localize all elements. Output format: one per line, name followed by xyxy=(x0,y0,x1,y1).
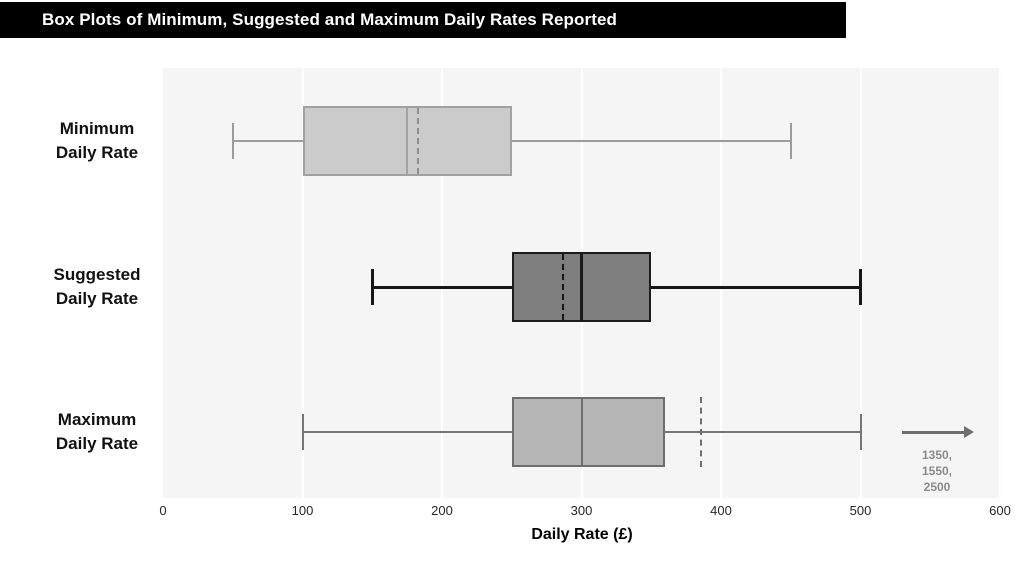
x-tick-label: 400 xyxy=(710,503,732,518)
gridline xyxy=(301,68,304,498)
x-axis-title: Daily Rate (£) xyxy=(531,526,633,543)
whisker-line-left xyxy=(372,285,512,289)
outlier-arrow xyxy=(902,430,964,434)
whisker-line-left xyxy=(302,431,512,433)
x-tick-label: 600 xyxy=(989,503,1011,518)
gridline xyxy=(441,68,443,498)
whisker-line-right xyxy=(511,140,791,142)
whisker-line-right xyxy=(665,431,861,433)
whisker-cap xyxy=(859,269,862,305)
whisker-cap xyxy=(789,123,792,159)
x-tick-label: 500 xyxy=(849,503,872,518)
whisker-cap xyxy=(370,269,374,305)
x-tick-label: 200 xyxy=(431,503,453,518)
category-label: Maximum Daily Rate xyxy=(55,410,139,453)
whisker-line-left xyxy=(232,140,303,142)
category-label: Suggested Daily Rate xyxy=(53,265,141,308)
mean-line xyxy=(417,108,420,174)
gridline xyxy=(720,68,722,498)
plot-area: 1350, 1550, 2500 xyxy=(163,68,1001,498)
median-line xyxy=(580,254,583,320)
category-label: Minimum Daily Rate xyxy=(55,119,139,162)
mean-line xyxy=(562,254,565,320)
x-tick-label: 300 xyxy=(570,503,593,518)
x-tick-label: 100 xyxy=(291,503,314,518)
outlier-arrow-head xyxy=(964,426,974,438)
category-labels: Minimum Daily Rate Suggested Daily Rate Ma… xyxy=(17,0,177,563)
median-line xyxy=(406,108,409,174)
mean-line xyxy=(700,397,703,467)
box xyxy=(511,397,666,467)
whisker-line-right xyxy=(651,285,861,289)
whisker-cap xyxy=(231,123,234,159)
median-line xyxy=(580,399,583,465)
whisker-cap xyxy=(859,414,862,450)
gridline xyxy=(999,68,1001,498)
whisker-cap xyxy=(301,414,304,450)
chart-title: Box Plots of Minimum, Suggested and Maxi… xyxy=(42,10,618,29)
title-bar: Box Plots of Minimum, Suggested and Maxi… xyxy=(0,2,846,38)
outlier-values: 1350, 1550, 2500 xyxy=(921,448,953,494)
